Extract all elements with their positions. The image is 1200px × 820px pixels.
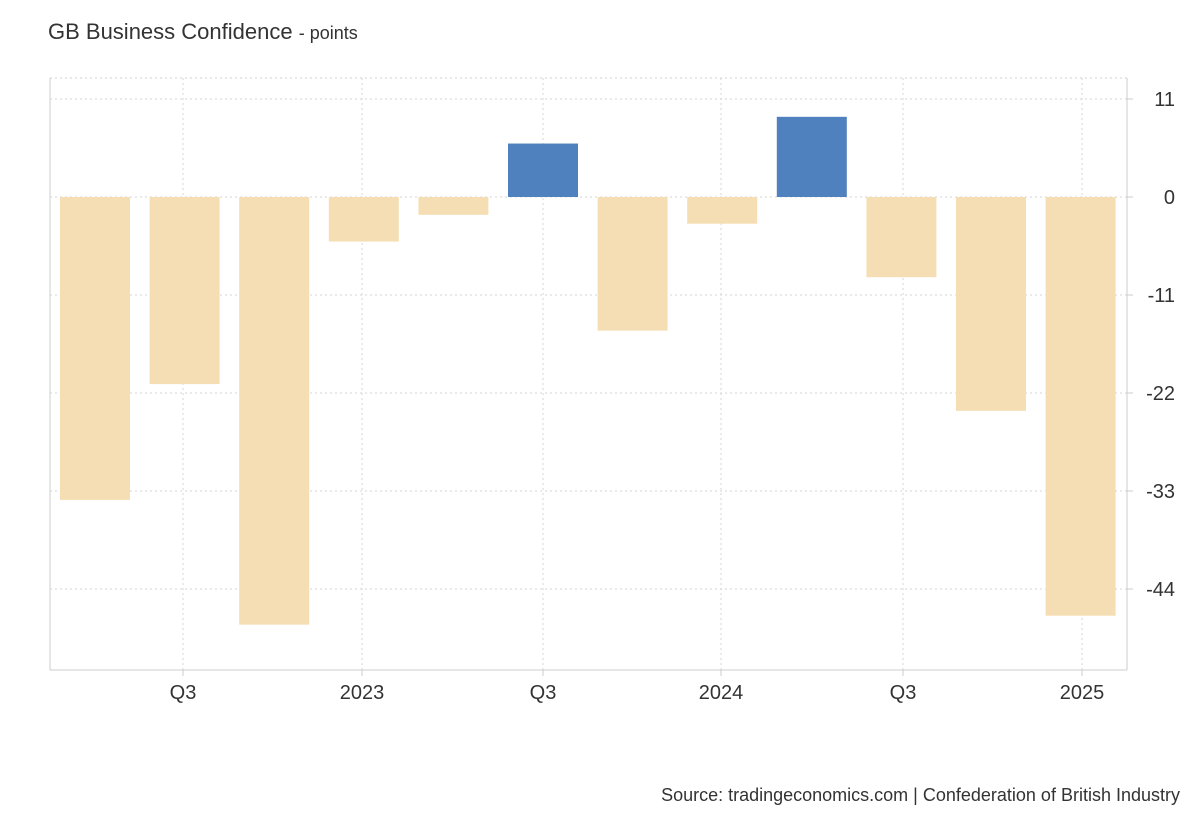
y-tick-label: 0 [1164,187,1175,209]
source-note: Source: tradingeconomics.com | Confedera… [661,785,1180,805]
y-tick-label: -22 [1146,383,1175,405]
bar-10 [866,197,937,278]
y-tick-label: 11 [1154,89,1175,111]
axes [49,78,1133,676]
y-tick-label: -44 [1146,579,1175,601]
x-tick-labels: Q3 2023 Q3 2024 Q3 2025 [170,682,1105,704]
chart-title-text: GB Business Confidence [48,19,293,44]
y-tick-label: -11 [1148,285,1175,307]
bar-3 [239,197,310,625]
x-tick-label: Q3 [530,682,557,704]
bar-4 [328,197,399,242]
bar-8 [687,197,758,224]
bar-12 [1045,197,1116,616]
chart-unit: - points [298,23,358,43]
bar-9 [776,116,847,197]
bar-1 [60,197,130,500]
y-tick-labels: 11 0 -11 -22 -33 -44 [1146,89,1175,601]
x-tick-label: Q3 [170,682,197,704]
bars [60,116,1116,625]
y-tick-label: -33 [1146,481,1175,503]
bar-7 [597,197,668,331]
x-tick-label: 2023 [340,682,385,704]
bar-6 [508,143,578,197]
x-tick-label: 2024 [699,682,744,704]
x-tick-label: Q3 [890,682,917,704]
x-tick-label: 2025 [1060,682,1105,704]
bar-11 [956,197,1026,411]
chart-title: GB Business Confidence - points [48,19,358,45]
bar-5 [418,197,489,215]
bar-2 [149,197,220,385]
chart-area: 11 0 -11 -22 -33 -44 Q3 2023 Q3 2024 Q3 2025 [49,77,1175,704]
